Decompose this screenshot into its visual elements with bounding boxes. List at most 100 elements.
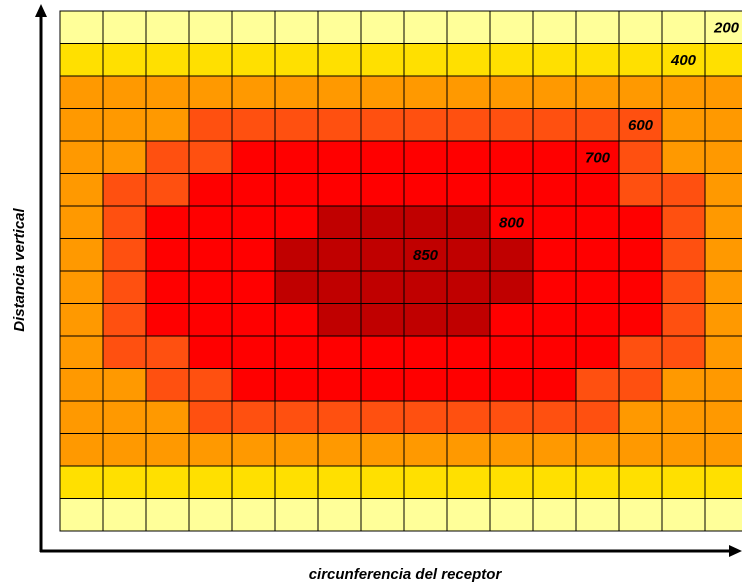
heatmap-cell	[188, 140, 233, 174]
heatmap-cell	[145, 368, 190, 402]
contour-label: 600	[628, 117, 654, 134]
heatmap-cell	[403, 205, 448, 239]
heatmap-cell	[145, 270, 190, 304]
heatmap-cell	[661, 205, 706, 239]
heatmap-cell	[231, 140, 276, 174]
heatmap-cell	[575, 238, 620, 272]
heatmap-cell	[59, 140, 104, 174]
contour-label: 200	[713, 19, 740, 36]
heatmap-cell	[317, 205, 362, 239]
heatmap-cell	[317, 433, 362, 467]
heatmap-cell	[489, 75, 534, 109]
heatmap-cell	[532, 75, 577, 109]
heatmap-cell	[145, 10, 190, 44]
heatmap-cell	[188, 400, 233, 434]
heatmap-cell	[532, 498, 577, 532]
heatmap-cell	[489, 335, 534, 369]
heatmap-cell	[661, 368, 706, 402]
heatmap-cell	[102, 368, 147, 402]
heatmap-cell	[360, 433, 405, 467]
heatmap-cell	[188, 465, 233, 499]
heatmap-cell	[403, 173, 448, 207]
heatmap-cell	[231, 205, 276, 239]
heatmap-cell	[188, 433, 233, 467]
heatmap-cell	[317, 140, 362, 174]
heatmap-cell	[446, 400, 491, 434]
heatmap-cell	[317, 270, 362, 304]
heatmap-cell	[59, 303, 104, 337]
y-axis-title: Distancia vertical	[11, 207, 28, 331]
heatmap-cell	[145, 75, 190, 109]
heatmap-cell	[317, 303, 362, 337]
heatmap-cell	[489, 108, 534, 142]
heatmap-cell	[661, 43, 706, 77]
y-axis-arrow-icon	[35, 4, 47, 17]
heatmap-cell	[618, 43, 663, 77]
heatmap-cell	[231, 498, 276, 532]
heatmap-cell	[188, 75, 233, 109]
heatmap-cell	[661, 498, 706, 532]
heatmap-cell	[274, 173, 319, 207]
heatmap-cell	[661, 108, 706, 142]
heatmap-cell	[102, 140, 147, 174]
contour-label: 850	[413, 247, 439, 264]
heatmap-cell	[704, 238, 742, 272]
heatmap-cell	[231, 10, 276, 44]
heatmap-cell	[489, 238, 534, 272]
heatmap-cell	[274, 465, 319, 499]
heatmap-cell	[317, 173, 362, 207]
heatmap-cell	[575, 465, 620, 499]
heatmap-cell	[317, 400, 362, 434]
heatmap-cell	[145, 140, 190, 174]
heatmap-cell	[661, 400, 706, 434]
heatmap-cell	[618, 205, 663, 239]
heatmap-cell	[102, 173, 147, 207]
heatmap-cell	[489, 498, 534, 532]
heatmap-cell	[446, 368, 491, 402]
heatmap-cell	[231, 433, 276, 467]
heatmap-cell	[704, 108, 742, 142]
heatmap-cell	[231, 173, 276, 207]
heatmap-cell	[188, 368, 233, 402]
heatmap-cell	[102, 238, 147, 272]
heatmap-cell	[532, 270, 577, 304]
heatmap-cell	[231, 368, 276, 402]
heatmap-cells	[59, 10, 742, 532]
heatmap-cell	[317, 368, 362, 402]
heatmap-cell	[59, 173, 104, 207]
heatmap-cell	[360, 10, 405, 44]
heatmap-cell	[59, 498, 104, 532]
heatmap-cell	[102, 205, 147, 239]
heatmap-cell	[360, 400, 405, 434]
heatmap-cell	[59, 108, 104, 142]
heatmap-cell	[618, 303, 663, 337]
heatmap-cell	[704, 173, 742, 207]
heatmap-cell	[403, 108, 448, 142]
heatmap-cell	[704, 270, 742, 304]
heatmap-cell	[360, 108, 405, 142]
heatmap-cell	[403, 140, 448, 174]
heatmap-cell	[532, 108, 577, 142]
heatmap-cell	[274, 108, 319, 142]
heatmap-cell	[618, 465, 663, 499]
heatmap-cell	[403, 400, 448, 434]
heatmap-cell	[231, 43, 276, 77]
heatmap-cell	[618, 238, 663, 272]
heatmap-cell	[274, 400, 319, 434]
heatmap-cell	[704, 400, 742, 434]
heatmap-cell	[532, 400, 577, 434]
heatmap-cell	[489, 303, 534, 337]
heatmap-cell	[360, 205, 405, 239]
heatmap-cell	[446, 303, 491, 337]
x-axis-title: circunferencia del receptor	[309, 566, 503, 583]
heatmap-cell	[661, 75, 706, 109]
heatmap-cell	[102, 465, 147, 499]
heatmap-cell	[360, 173, 405, 207]
heatmap-cell	[704, 368, 742, 402]
heatmap-cell	[188, 10, 233, 44]
heatmap-cell	[489, 465, 534, 499]
heatmap-cell	[489, 173, 534, 207]
heatmap-cell	[446, 465, 491, 499]
heatmap-cell	[532, 335, 577, 369]
heatmap-cell	[618, 400, 663, 434]
